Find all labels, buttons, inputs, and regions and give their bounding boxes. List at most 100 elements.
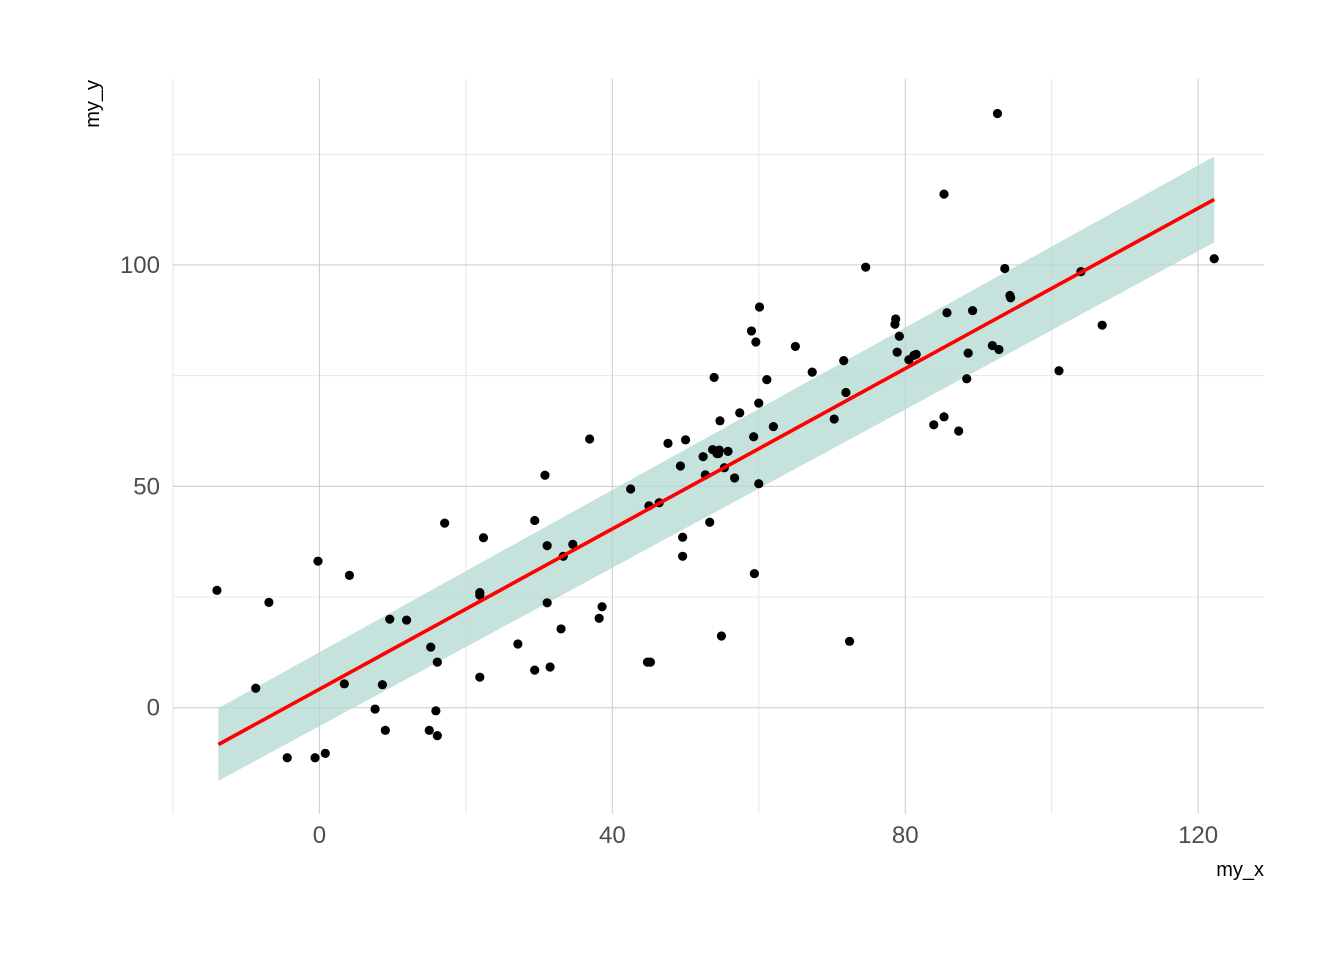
data-point <box>432 731 442 741</box>
data-point <box>723 446 733 456</box>
data-point <box>754 479 764 489</box>
data-point <box>344 570 355 580</box>
data-point <box>730 473 740 483</box>
data-point <box>829 414 839 424</box>
data-point <box>542 598 552 608</box>
data-point <box>626 484 636 494</box>
data-point <box>807 367 817 377</box>
data-point <box>992 108 1003 119</box>
data-point <box>545 662 555 672</box>
data-point <box>678 551 688 561</box>
data-point <box>841 387 851 398</box>
data-point <box>1097 320 1107 330</box>
data-point <box>749 568 759 579</box>
data-point <box>426 642 436 652</box>
confidence-band-layer <box>218 156 1215 781</box>
data-point <box>513 639 523 649</box>
data-point <box>568 539 578 549</box>
data-point <box>987 340 997 351</box>
data-point <box>440 518 450 528</box>
data-point <box>530 665 540 675</box>
data-point <box>475 672 485 682</box>
data-point <box>432 657 442 667</box>
data-point <box>680 435 691 445</box>
data-point <box>754 302 765 312</box>
data-point <box>939 412 949 422</box>
x-tick-label: 40 <box>599 822 626 849</box>
data-point <box>310 753 320 763</box>
data-point <box>963 348 973 358</box>
data-point <box>929 420 939 430</box>
data-point <box>962 374 972 384</box>
data-point <box>751 337 761 347</box>
data-point <box>556 624 566 634</box>
data-point <box>530 515 540 526</box>
data-point <box>594 613 604 623</box>
data-point <box>542 541 552 551</box>
data-point <box>678 532 688 542</box>
data-point <box>892 347 902 357</box>
data-point <box>339 679 349 689</box>
data-point <box>370 704 380 714</box>
data-point <box>431 706 441 716</box>
data-point <box>424 725 434 735</box>
data-point <box>994 344 1004 355</box>
data-point <box>1000 263 1010 274</box>
data-point <box>663 438 673 449</box>
data-point <box>768 421 779 432</box>
data-point <box>401 615 412 625</box>
data-point <box>911 349 921 360</box>
data-point <box>942 308 952 318</box>
data-point <box>746 326 757 336</box>
x-axis-title: my_x <box>1216 859 1264 881</box>
data-point <box>1054 366 1064 376</box>
data-point <box>1209 254 1219 264</box>
data-point <box>282 753 292 763</box>
data-point <box>861 262 871 272</box>
data-point <box>645 657 656 667</box>
x-tick-label: 120 <box>1178 822 1218 849</box>
data-point <box>715 416 725 426</box>
data-point <box>377 680 388 690</box>
fit-line <box>217 197 1216 747</box>
data-point <box>585 434 595 444</box>
data-point <box>251 683 261 693</box>
fit-line-layer <box>217 197 1216 747</box>
data-point <box>749 432 759 442</box>
data-point <box>714 445 724 455</box>
data-point <box>264 597 274 607</box>
data-point <box>1006 293 1016 303</box>
data-point <box>716 631 727 641</box>
data-point <box>212 585 222 596</box>
data-point <box>709 372 719 383</box>
data-point <box>705 517 715 527</box>
data-points-layer <box>212 108 1219 763</box>
data-point <box>320 748 330 758</box>
y-tick-label: 0 <box>147 695 160 722</box>
y-tick-label: 50 <box>133 473 160 500</box>
data-point <box>754 398 764 408</box>
data-point <box>954 426 964 436</box>
x-tick-label: 80 <box>892 822 919 849</box>
y-tick-label: 100 <box>120 252 160 279</box>
data-point <box>894 331 904 341</box>
data-point <box>380 725 390 735</box>
data-point <box>762 375 772 385</box>
x-tick-label: 0 <box>313 822 326 849</box>
data-point <box>475 588 485 598</box>
x-tick-labels: 0 40 80 120 <box>313 822 1218 849</box>
y-tick-labels: 0 50 100 <box>120 252 160 722</box>
data-point <box>967 305 978 316</box>
data-point <box>844 636 855 646</box>
y-axis-title: my_y <box>82 80 104 128</box>
data-point <box>675 461 686 471</box>
data-point <box>735 408 745 418</box>
data-point <box>313 556 323 566</box>
data-point <box>540 470 550 480</box>
data-point <box>839 356 849 366</box>
data-point <box>698 452 708 462</box>
data-point <box>385 614 395 624</box>
data-point <box>478 533 489 543</box>
data-point <box>891 314 901 324</box>
